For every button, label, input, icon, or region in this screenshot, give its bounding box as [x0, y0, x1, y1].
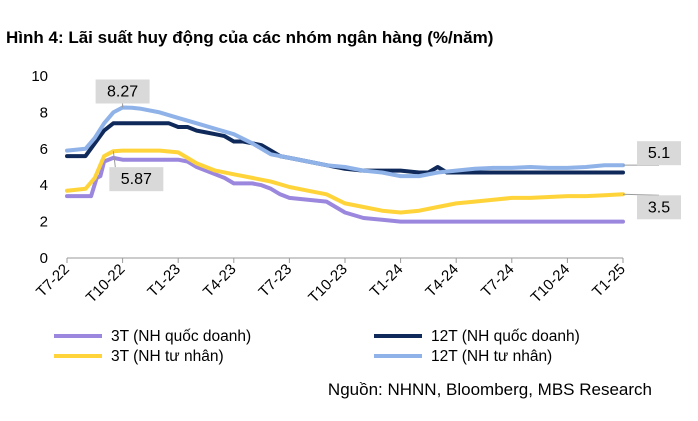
- y-tick-label: 10: [31, 68, 48, 85]
- callout-leader: [622, 193, 660, 196]
- x-tick-label: T10-24: [528, 261, 574, 307]
- y-tick-label: 0: [40, 250, 48, 267]
- callout-box: [95, 79, 150, 104]
- series-lines: [65, 105, 625, 224]
- data-label: 3.5: [648, 199, 670, 216]
- callouts: 8.27 5.87 5.1 3.5: [95, 79, 681, 220]
- series-line: [65, 105, 625, 179]
- chart-title: Hình 4: Lãi suất huy động của các nhóm n…: [6, 28, 493, 47]
- data-label: 5.87: [121, 171, 152, 188]
- x-tick-label: T7-24: [478, 261, 518, 301]
- x-tick-label: T10-23: [305, 261, 351, 307]
- callout-box: [637, 141, 681, 166]
- x-tick-label: T7-23: [255, 261, 295, 301]
- legend-label: 12T (NH tư nhân): [431, 348, 552, 365]
- series-line: [65, 148, 625, 215]
- y-tick-label: 6: [40, 141, 48, 158]
- x-tick-label: T4-23: [200, 261, 240, 301]
- x-tick-label: T1-24: [367, 261, 407, 301]
- callout-leader: [112, 151, 116, 168]
- data-label: 5.1: [648, 145, 670, 162]
- x-tick-label: T10-22: [83, 261, 129, 307]
- y-tick-label: 8: [40, 104, 48, 121]
- callout-box: [637, 195, 681, 220]
- legend-label: 12T (NH quốc doanh): [431, 328, 580, 345]
- source-note: Nguồn: NHNN, Bloomberg, MBS Research: [328, 380, 652, 399]
- legend: 3T (NH quốc doanh) 12T (NH quốc doanh) 3T …: [54, 328, 580, 365]
- data-label: 8.27: [107, 83, 138, 100]
- x-tick-label: T1-23: [144, 261, 184, 301]
- series-line: [65, 155, 625, 224]
- y-tick-label: 4: [40, 177, 48, 194]
- y-tick-label: 2: [40, 214, 48, 231]
- x-tick-label: T4-24: [422, 261, 462, 301]
- legend-label: 3T (NH tư nhân): [111, 348, 224, 365]
- callout-box: [109, 167, 164, 192]
- series-line: [65, 121, 625, 175]
- legend-label: 3T (NH quốc doanh): [111, 328, 251, 345]
- x-tick-label: T1-25: [589, 261, 629, 301]
